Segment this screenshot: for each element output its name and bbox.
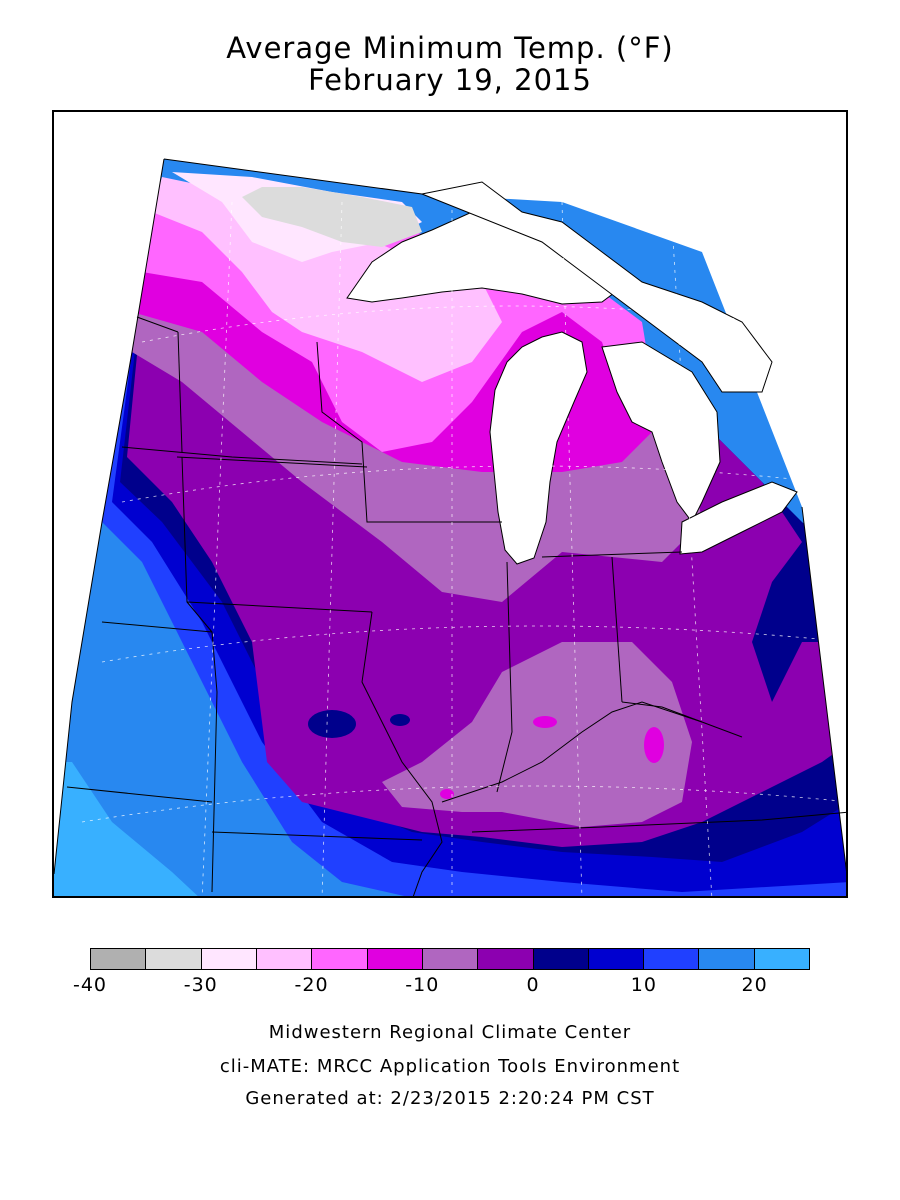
warm-spot-indiana [533, 716, 557, 728]
grid-lon-5 [671, 221, 713, 896]
cold-spot-west [308, 710, 356, 738]
legend-swatch [146, 949, 202, 969]
lake-erie [679, 481, 798, 555]
legend-tick-label: -20 [294, 974, 329, 996]
border-mi-oh [541, 551, 683, 558]
credit-application: cli-MATE: MRCC Application Tools Environ… [219, 1056, 681, 1077]
credit-organization: Midwestern Regional Climate Center [268, 1022, 632, 1043]
border-ks-ok [66, 786, 213, 803]
border-il-in [496, 561, 513, 793]
border-nd-mn [177, 331, 183, 453]
legend-tick-label: -10 [405, 974, 440, 996]
legend-swatch [754, 949, 810, 969]
legend-swatch [256, 949, 313, 969]
lake-michigan [489, 331, 588, 565]
legend-swatch [312, 949, 368, 969]
legend-tick-label: 20 [741, 974, 768, 996]
credit-generated: Generated at: 2/23/2015 2:20:24 PM CST [245, 1088, 655, 1109]
border-ne-ks [101, 621, 213, 633]
zone-neg35-neg30 [242, 187, 422, 247]
border-sd-ne [121, 446, 363, 465]
legend-swatch [699, 949, 755, 969]
legend-swatch [91, 949, 147, 969]
legend-tick-label: 0 [526, 974, 540, 996]
legend-swatch [533, 949, 589, 969]
legend-swatch [422, 949, 479, 969]
border-mn-ia [176, 456, 368, 468]
temperature-map [52, 110, 848, 898]
legend-tick-label: -30 [183, 974, 218, 996]
legend-swatch [478, 949, 534, 969]
legend-swatch [588, 949, 645, 969]
border-ia-mo [186, 601, 373, 613]
legend-swatch [367, 949, 423, 969]
color-legend [90, 948, 810, 970]
border-ohio-river [441, 701, 703, 803]
canada-land [420, 181, 773, 393]
cold-spot-central [390, 714, 410, 726]
border-mn-wi [316, 341, 392, 523]
warm-spot-illinois [440, 789, 454, 799]
border-mississippi [361, 611, 443, 896]
warm-spot-ohio [644, 727, 664, 763]
map-domain-outline [54, 158, 846, 875]
map-title: Average Minimum Temp. (°F) [226, 31, 674, 65]
border-in-oh [611, 556, 623, 703]
legend-swatch [201, 949, 257, 969]
map-date: February 19, 2015 [308, 63, 592, 97]
border-nd-sd [136, 316, 179, 333]
legend-tick-label: 10 [630, 974, 657, 996]
legend-swatch [644, 949, 700, 969]
border-ky-tn [471, 811, 846, 833]
zone-20-25 [54, 762, 202, 896]
border-oh-ky [621, 701, 743, 738]
zone-neg10-neg5-south [382, 642, 692, 827]
zone-neg25-neg20 [152, 177, 502, 382]
grid-lat-1 [81, 785, 846, 823]
border-ia-ne [181, 456, 218, 893]
legend-tick-label: -40 [72, 974, 108, 996]
border-mo-ar [211, 831, 423, 841]
